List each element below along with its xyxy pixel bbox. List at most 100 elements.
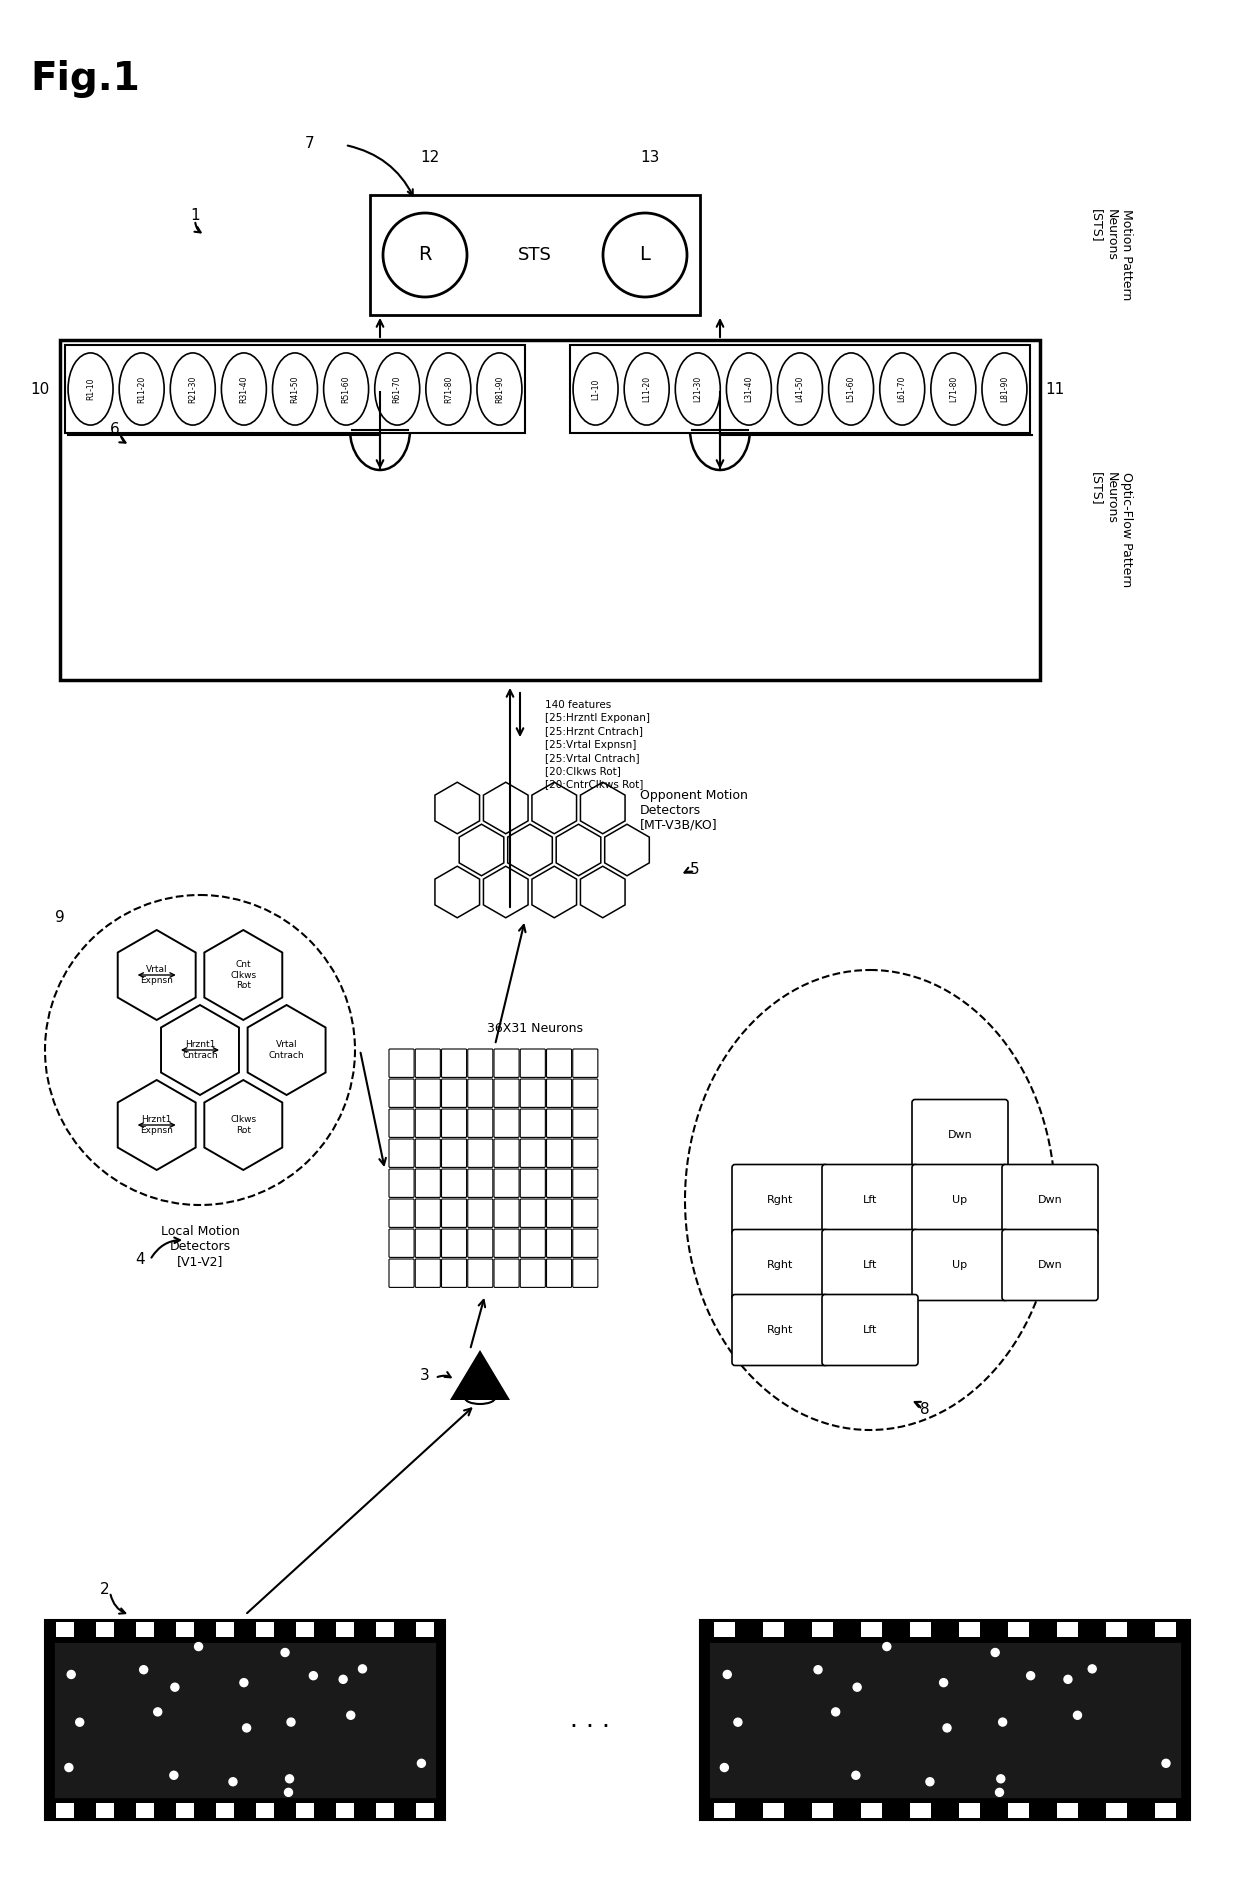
Circle shape [64, 1764, 73, 1772]
Bar [1154, 1621, 1176, 1637]
FancyBboxPatch shape [494, 1260, 520, 1288]
FancyBboxPatch shape [415, 1168, 440, 1197]
Circle shape [883, 1642, 890, 1650]
FancyBboxPatch shape [415, 1199, 440, 1227]
Text: L81-90: L81-90 [999, 377, 1009, 402]
Circle shape [67, 1671, 76, 1678]
Text: R31-40: R31-40 [239, 375, 248, 403]
FancyBboxPatch shape [822, 1294, 918, 1366]
Bar [53, 1642, 436, 1798]
Circle shape [813, 1665, 822, 1675]
Bar [812, 1621, 833, 1637]
Text: L31-40: L31-40 [744, 375, 754, 402]
FancyBboxPatch shape [441, 1079, 466, 1108]
Bar [336, 1802, 353, 1817]
FancyBboxPatch shape [547, 1199, 572, 1227]
Text: Fig.1: Fig.1 [30, 61, 140, 97]
Ellipse shape [68, 352, 113, 424]
Bar [417, 1621, 434, 1637]
FancyBboxPatch shape [441, 1140, 466, 1167]
FancyBboxPatch shape [573, 1199, 598, 1227]
Text: Motion Pattern
Neurons
[STS]: Motion Pattern Neurons [STS] [1090, 209, 1133, 301]
Text: Dwn: Dwn [947, 1130, 972, 1140]
Ellipse shape [374, 352, 419, 424]
Text: L71-80: L71-80 [949, 377, 957, 402]
Bar [176, 1802, 193, 1817]
Ellipse shape [727, 352, 771, 424]
Bar [60, 341, 1040, 679]
Polygon shape [435, 782, 480, 834]
Text: 12: 12 [420, 150, 440, 166]
Text: Optic-Flow Pattern
Neurons
[STS]: Optic-Flow Pattern Neurons [STS] [1090, 472, 1133, 588]
FancyBboxPatch shape [547, 1140, 572, 1167]
Circle shape [284, 1789, 293, 1796]
FancyBboxPatch shape [415, 1109, 440, 1138]
Ellipse shape [222, 352, 267, 424]
Bar [136, 1802, 154, 1817]
Ellipse shape [777, 352, 822, 424]
Circle shape [243, 1724, 250, 1732]
Bar [1008, 1802, 1029, 1817]
FancyBboxPatch shape [467, 1168, 492, 1197]
Ellipse shape [689, 390, 750, 470]
Circle shape [154, 1707, 161, 1717]
Text: R41-50: R41-50 [290, 375, 300, 403]
FancyBboxPatch shape [1002, 1229, 1097, 1300]
Bar [217, 1621, 233, 1637]
Text: Cnt
Clkws
Rot: Cnt Clkws Rot [231, 961, 257, 990]
Text: 13: 13 [640, 150, 660, 166]
Ellipse shape [324, 352, 368, 424]
Text: 10: 10 [31, 381, 50, 396]
Bar [57, 1621, 73, 1637]
Circle shape [853, 1684, 861, 1692]
Bar [296, 1621, 314, 1637]
Bar [64, 344, 525, 434]
FancyBboxPatch shape [441, 1229, 466, 1258]
Circle shape [996, 1789, 1003, 1796]
FancyBboxPatch shape [494, 1109, 520, 1138]
FancyBboxPatch shape [573, 1109, 598, 1138]
Polygon shape [205, 931, 283, 1020]
Text: 9: 9 [55, 910, 64, 925]
Bar [1056, 1621, 1078, 1637]
Bar [959, 1802, 980, 1817]
Text: Vrtal
Expnsn: Vrtal Expnsn [140, 965, 174, 984]
Bar [701, 1619, 1190, 1819]
Text: R61-70: R61-70 [393, 375, 402, 403]
Text: R: R [418, 245, 432, 265]
Bar [336, 1621, 353, 1637]
Circle shape [281, 1648, 289, 1656]
Ellipse shape [879, 352, 925, 424]
FancyBboxPatch shape [467, 1140, 492, 1167]
FancyBboxPatch shape [521, 1079, 546, 1108]
Text: 11: 11 [1045, 381, 1064, 396]
FancyBboxPatch shape [732, 1294, 828, 1366]
Circle shape [1027, 1671, 1034, 1680]
Bar [1106, 1621, 1127, 1637]
FancyBboxPatch shape [389, 1229, 414, 1258]
Text: Vrtal
Cntrach: Vrtal Cntrach [269, 1041, 304, 1060]
FancyBboxPatch shape [389, 1140, 414, 1167]
Text: L1-10: L1-10 [591, 379, 600, 400]
Text: Rght: Rght [766, 1195, 794, 1205]
Polygon shape [557, 824, 601, 875]
Circle shape [347, 1711, 355, 1718]
Circle shape [195, 1642, 202, 1650]
Circle shape [358, 1665, 367, 1673]
Text: L51-60: L51-60 [847, 375, 856, 402]
FancyBboxPatch shape [547, 1079, 572, 1108]
Text: 36X31 Neurons: 36X31 Neurons [487, 1022, 583, 1035]
FancyBboxPatch shape [467, 1199, 492, 1227]
Circle shape [723, 1671, 732, 1678]
Ellipse shape [170, 352, 216, 424]
Text: Rght: Rght [766, 1260, 794, 1269]
Circle shape [926, 1777, 934, 1785]
Bar [714, 1621, 735, 1637]
FancyBboxPatch shape [573, 1049, 598, 1077]
Circle shape [997, 1775, 1004, 1783]
Polygon shape [459, 824, 503, 875]
FancyBboxPatch shape [494, 1079, 520, 1108]
Text: R21-30: R21-30 [188, 375, 197, 403]
Ellipse shape [350, 390, 410, 470]
Bar [377, 1621, 393, 1637]
